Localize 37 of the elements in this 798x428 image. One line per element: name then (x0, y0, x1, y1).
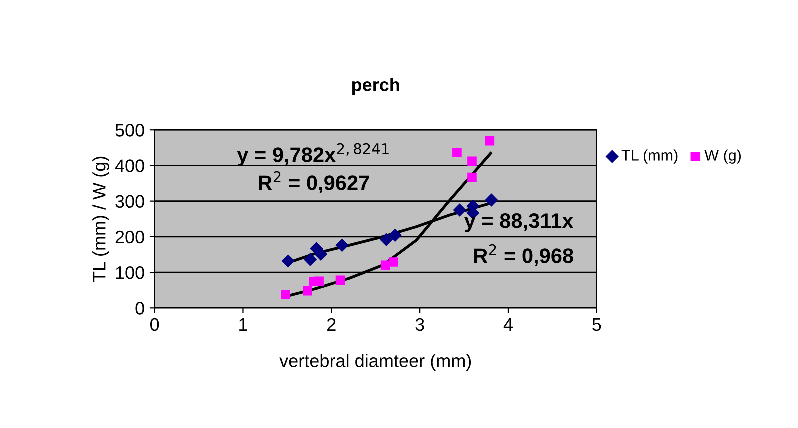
point (388, 258, 398, 267)
point (314, 276, 324, 286)
annotation: R$^{2}$ = 0,968 (474, 244, 574, 266)
legend-label: W (g) (704, 150, 741, 164)
point (314, 248, 328, 261)
x-tick-label: 3 (416, 318, 424, 332)
point (336, 238, 349, 252)
annotation: y = 88,311x (464, 214, 574, 232)
x-tick-label: 0 (150, 318, 160, 332)
y-tick-label: 200 (116, 230, 144, 244)
x-axis-title: vertebral diamteer (mm) (280, 354, 472, 371)
point (380, 233, 394, 246)
point (468, 172, 477, 182)
point (453, 204, 466, 217)
point (336, 276, 346, 286)
annotation: R$^{2}$ = 0,9627 (259, 171, 370, 194)
point (485, 194, 498, 207)
y-tick-label: 0 (136, 302, 144, 315)
y-tick-label: 500 (116, 124, 144, 137)
point (282, 254, 295, 268)
chart-title: perch (352, 78, 400, 95)
point (281, 290, 290, 300)
point (303, 286, 312, 296)
legend-label: TL (mm) (622, 150, 678, 164)
point (304, 253, 318, 266)
y-axis-title: TL (mm) / W (g) (92, 156, 110, 282)
y-tick-label: 300 (116, 195, 144, 208)
x-tick-label: 1 (240, 318, 248, 331)
point (388, 228, 402, 242)
x-tick-label: 2 (328, 318, 336, 331)
y-tick-label: 100 (116, 266, 144, 280)
y-tick-label: 400 (115, 160, 144, 172)
point (485, 136, 495, 146)
x-tick-label: 4 (504, 318, 513, 331)
point (468, 156, 477, 166)
x-tick-label: 5 (592, 318, 602, 332)
point (452, 148, 462, 158)
